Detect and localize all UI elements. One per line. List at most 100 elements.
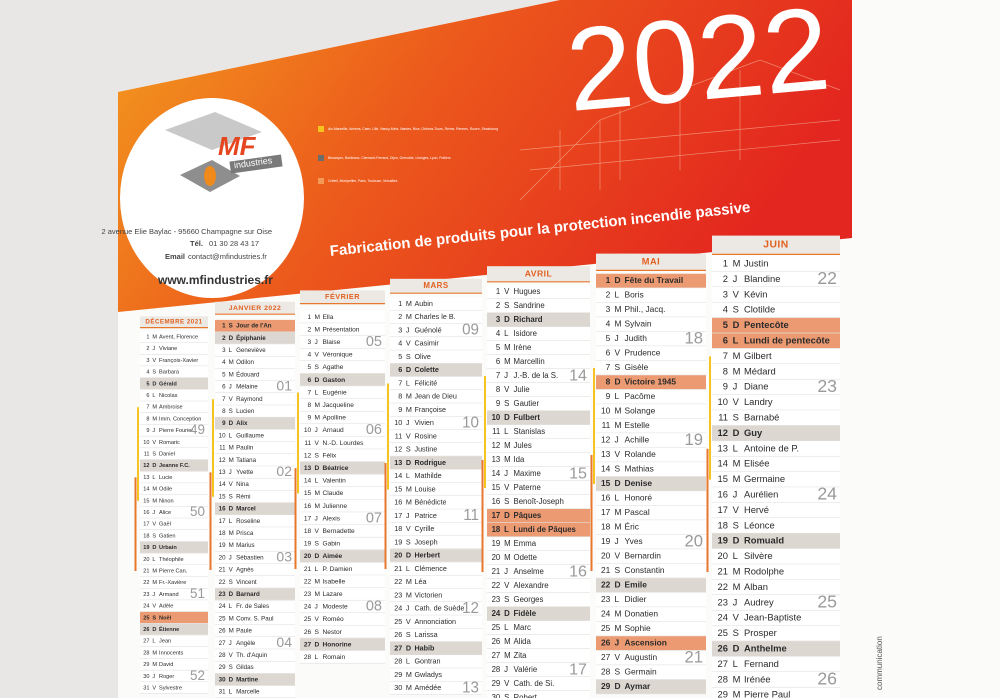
week-number: 26	[817, 668, 837, 688]
weekday: D	[152, 381, 156, 387]
day-number: 21	[394, 564, 402, 573]
weekday: L	[315, 478, 319, 485]
saint-name: Phil., Jacq.	[625, 304, 666, 314]
weekday: J	[614, 333, 618, 343]
day-row	[487, 397, 590, 411]
day-number: 23	[601, 594, 611, 604]
saint-name: Gabin	[322, 541, 340, 548]
day-number: 8	[723, 365, 728, 376]
day-row	[140, 658, 208, 670]
logo-disc	[120, 98, 304, 298]
day-row	[300, 310, 385, 323]
day-row	[487, 635, 590, 649]
saint-name: Valérie	[514, 665, 538, 674]
day-row	[215, 600, 295, 613]
weekday: M	[406, 577, 412, 586]
day-number: 16	[718, 488, 728, 499]
day-row	[140, 635, 208, 647]
saint-name: Pascal	[625, 507, 650, 517]
day-row	[215, 368, 295, 381]
day-row	[140, 682, 208, 694]
weekday: M	[229, 371, 234, 378]
day-number: 6	[398, 365, 402, 374]
day-row	[300, 650, 385, 663]
day-number: 9	[398, 405, 402, 414]
day-number: 17	[143, 522, 149, 528]
saint-name: Cath. de Suède	[414, 604, 464, 613]
saint-name: Hervé	[744, 504, 769, 515]
saint-name: Ida	[514, 455, 526, 464]
holiday-row	[487, 509, 590, 523]
saint-name: Rodrigue	[414, 458, 446, 467]
week-number: 21	[684, 647, 703, 666]
day-row	[300, 335, 385, 348]
day-row	[712, 656, 840, 672]
saint-name: Léa	[414, 577, 426, 586]
weekday: D	[315, 377, 320, 384]
weekday: L	[315, 389, 319, 396]
saint-name: Jules	[514, 441, 532, 450]
day-row	[390, 641, 482, 655]
saint-name: Gaston	[322, 377, 345, 384]
saint-name: Félix	[322, 452, 337, 459]
day-number: 3	[222, 347, 226, 354]
saint-name: Claude	[322, 490, 343, 497]
week-number: 22	[817, 268, 837, 288]
day-number: 15	[143, 498, 149, 504]
day-number: 16	[394, 498, 402, 507]
day-row	[140, 354, 208, 366]
day-number: 10	[718, 396, 728, 407]
day-number: 13	[492, 455, 501, 464]
day-row	[215, 637, 295, 649]
day-row	[215, 405, 295, 417]
weekday: M	[152, 416, 157, 422]
weekday: V	[504, 679, 510, 688]
weekday: M	[315, 503, 321, 510]
day-number: 25	[601, 623, 611, 633]
day-row	[300, 386, 385, 399]
day-row	[300, 474, 385, 487]
day-number: 18	[304, 528, 312, 535]
day-row	[300, 424, 385, 437]
day-number: 19	[601, 536, 611, 546]
weekday: J	[152, 510, 155, 516]
weekday: M	[406, 683, 412, 692]
day-number: 3	[606, 304, 611, 314]
day-row	[487, 481, 590, 495]
saint-name: Herbert	[414, 551, 440, 560]
saint-name: Julie	[514, 385, 530, 394]
day-number: 5	[308, 364, 312, 371]
weekday: M	[406, 392, 412, 401]
day-number: 22	[219, 579, 226, 586]
zone-bar	[709, 356, 711, 480]
weekday: J	[229, 554, 232, 561]
day-row	[215, 576, 295, 588]
week-number: 10	[462, 414, 479, 431]
weekday: J	[504, 469, 508, 478]
day-number: 10	[219, 432, 226, 439]
day-row	[390, 363, 482, 377]
day-number: 28	[143, 650, 149, 656]
weekday: M	[733, 673, 741, 684]
day-number: 5	[222, 371, 226, 378]
saint-name: Clémence	[414, 564, 446, 573]
weekday: D	[229, 506, 234, 513]
day-number: 26	[143, 627, 149, 633]
weekday: V	[504, 385, 510, 394]
day-number: 30	[492, 693, 501, 698]
saint-name: Prudence	[625, 348, 661, 358]
saint-name: Lundi de Pâques	[514, 525, 577, 534]
day-number: 4	[222, 359, 226, 366]
day-row	[487, 677, 590, 691]
day-number: 28	[601, 667, 611, 677]
saint-name: Noël	[159, 615, 172, 621]
weekday: L	[406, 657, 410, 666]
weekday: S	[229, 579, 233, 586]
weekday: M	[315, 415, 321, 422]
saint-name: Victoire 1945	[625, 377, 677, 387]
saint-name: Richard	[514, 315, 543, 324]
day-row	[390, 310, 482, 324]
day-row	[390, 482, 482, 496]
